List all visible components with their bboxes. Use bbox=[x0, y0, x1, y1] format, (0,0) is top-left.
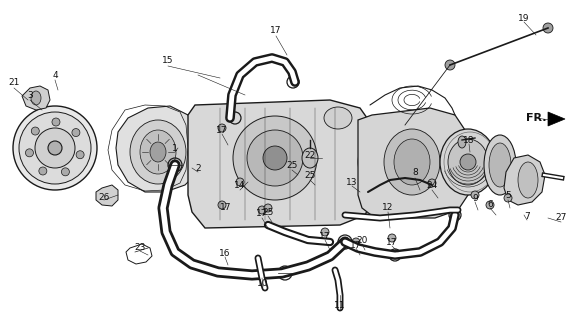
Text: 23: 23 bbox=[134, 243, 146, 252]
Ellipse shape bbox=[486, 201, 494, 209]
Text: 14: 14 bbox=[234, 180, 246, 189]
Text: 17: 17 bbox=[319, 231, 330, 241]
Ellipse shape bbox=[324, 107, 352, 129]
Text: 26: 26 bbox=[98, 193, 110, 202]
Text: 24: 24 bbox=[426, 180, 438, 189]
Polygon shape bbox=[188, 100, 375, 228]
Ellipse shape bbox=[247, 130, 303, 186]
Text: 8: 8 bbox=[412, 167, 418, 177]
Ellipse shape bbox=[236, 178, 244, 186]
Polygon shape bbox=[358, 108, 468, 218]
Text: 27: 27 bbox=[555, 212, 566, 221]
Ellipse shape bbox=[504, 194, 512, 202]
Ellipse shape bbox=[440, 129, 496, 195]
Ellipse shape bbox=[233, 116, 317, 200]
Ellipse shape bbox=[352, 238, 360, 246]
Ellipse shape bbox=[218, 201, 226, 209]
Text: 19: 19 bbox=[518, 13, 529, 22]
Ellipse shape bbox=[445, 60, 455, 70]
Ellipse shape bbox=[263, 146, 287, 170]
Polygon shape bbox=[548, 112, 565, 126]
Ellipse shape bbox=[264, 204, 272, 212]
Ellipse shape bbox=[48, 141, 62, 155]
Text: 9: 9 bbox=[472, 194, 478, 203]
Text: 13: 13 bbox=[346, 178, 357, 187]
Text: 17: 17 bbox=[257, 209, 268, 218]
Ellipse shape bbox=[489, 143, 511, 187]
Ellipse shape bbox=[458, 136, 466, 148]
Text: 16: 16 bbox=[220, 249, 231, 258]
Ellipse shape bbox=[31, 91, 41, 105]
Ellipse shape bbox=[302, 148, 318, 168]
Text: 3: 3 bbox=[27, 91, 33, 100]
Ellipse shape bbox=[13, 106, 97, 190]
Ellipse shape bbox=[72, 129, 80, 137]
Text: 17: 17 bbox=[216, 125, 228, 134]
Text: 25: 25 bbox=[304, 171, 316, 180]
Text: 17: 17 bbox=[220, 203, 232, 212]
Ellipse shape bbox=[52, 118, 60, 126]
Ellipse shape bbox=[471, 191, 479, 199]
Text: 17: 17 bbox=[386, 237, 398, 246]
Text: FR.: FR. bbox=[526, 113, 546, 123]
Ellipse shape bbox=[448, 139, 488, 185]
Ellipse shape bbox=[76, 151, 84, 159]
Text: 4: 4 bbox=[52, 70, 58, 79]
Text: 10: 10 bbox=[257, 278, 269, 287]
Ellipse shape bbox=[394, 139, 430, 185]
Polygon shape bbox=[96, 185, 118, 206]
Text: 11: 11 bbox=[334, 301, 346, 310]
Ellipse shape bbox=[31, 127, 39, 135]
Text: 25: 25 bbox=[262, 207, 274, 217]
Ellipse shape bbox=[428, 179, 436, 187]
Ellipse shape bbox=[460, 154, 476, 170]
Ellipse shape bbox=[62, 168, 69, 176]
Text: 7: 7 bbox=[524, 212, 530, 220]
Ellipse shape bbox=[218, 124, 226, 132]
Ellipse shape bbox=[518, 162, 538, 198]
Ellipse shape bbox=[484, 135, 516, 195]
Ellipse shape bbox=[130, 120, 186, 184]
Polygon shape bbox=[116, 106, 200, 192]
Text: 6: 6 bbox=[487, 199, 493, 209]
Text: 17: 17 bbox=[270, 26, 282, 35]
Ellipse shape bbox=[140, 130, 176, 174]
Text: 22: 22 bbox=[305, 150, 316, 159]
Text: 1: 1 bbox=[172, 143, 178, 153]
Ellipse shape bbox=[39, 167, 47, 175]
Text: 25: 25 bbox=[286, 161, 298, 170]
Ellipse shape bbox=[19, 112, 91, 184]
Ellipse shape bbox=[358, 144, 378, 180]
Text: 2: 2 bbox=[195, 164, 201, 172]
Text: 18: 18 bbox=[463, 135, 475, 145]
Ellipse shape bbox=[384, 129, 440, 195]
Text: 21: 21 bbox=[8, 77, 20, 86]
Text: 20: 20 bbox=[356, 236, 367, 244]
Ellipse shape bbox=[258, 206, 266, 214]
Ellipse shape bbox=[321, 228, 329, 236]
Ellipse shape bbox=[25, 149, 33, 157]
Ellipse shape bbox=[388, 234, 396, 242]
Text: 5: 5 bbox=[505, 190, 511, 199]
Text: 15: 15 bbox=[162, 55, 174, 65]
Polygon shape bbox=[504, 155, 545, 205]
Text: 12: 12 bbox=[382, 203, 394, 212]
Polygon shape bbox=[22, 86, 50, 110]
Ellipse shape bbox=[150, 142, 166, 162]
Ellipse shape bbox=[543, 23, 553, 33]
Ellipse shape bbox=[35, 128, 75, 168]
Text: 17: 17 bbox=[350, 241, 362, 250]
